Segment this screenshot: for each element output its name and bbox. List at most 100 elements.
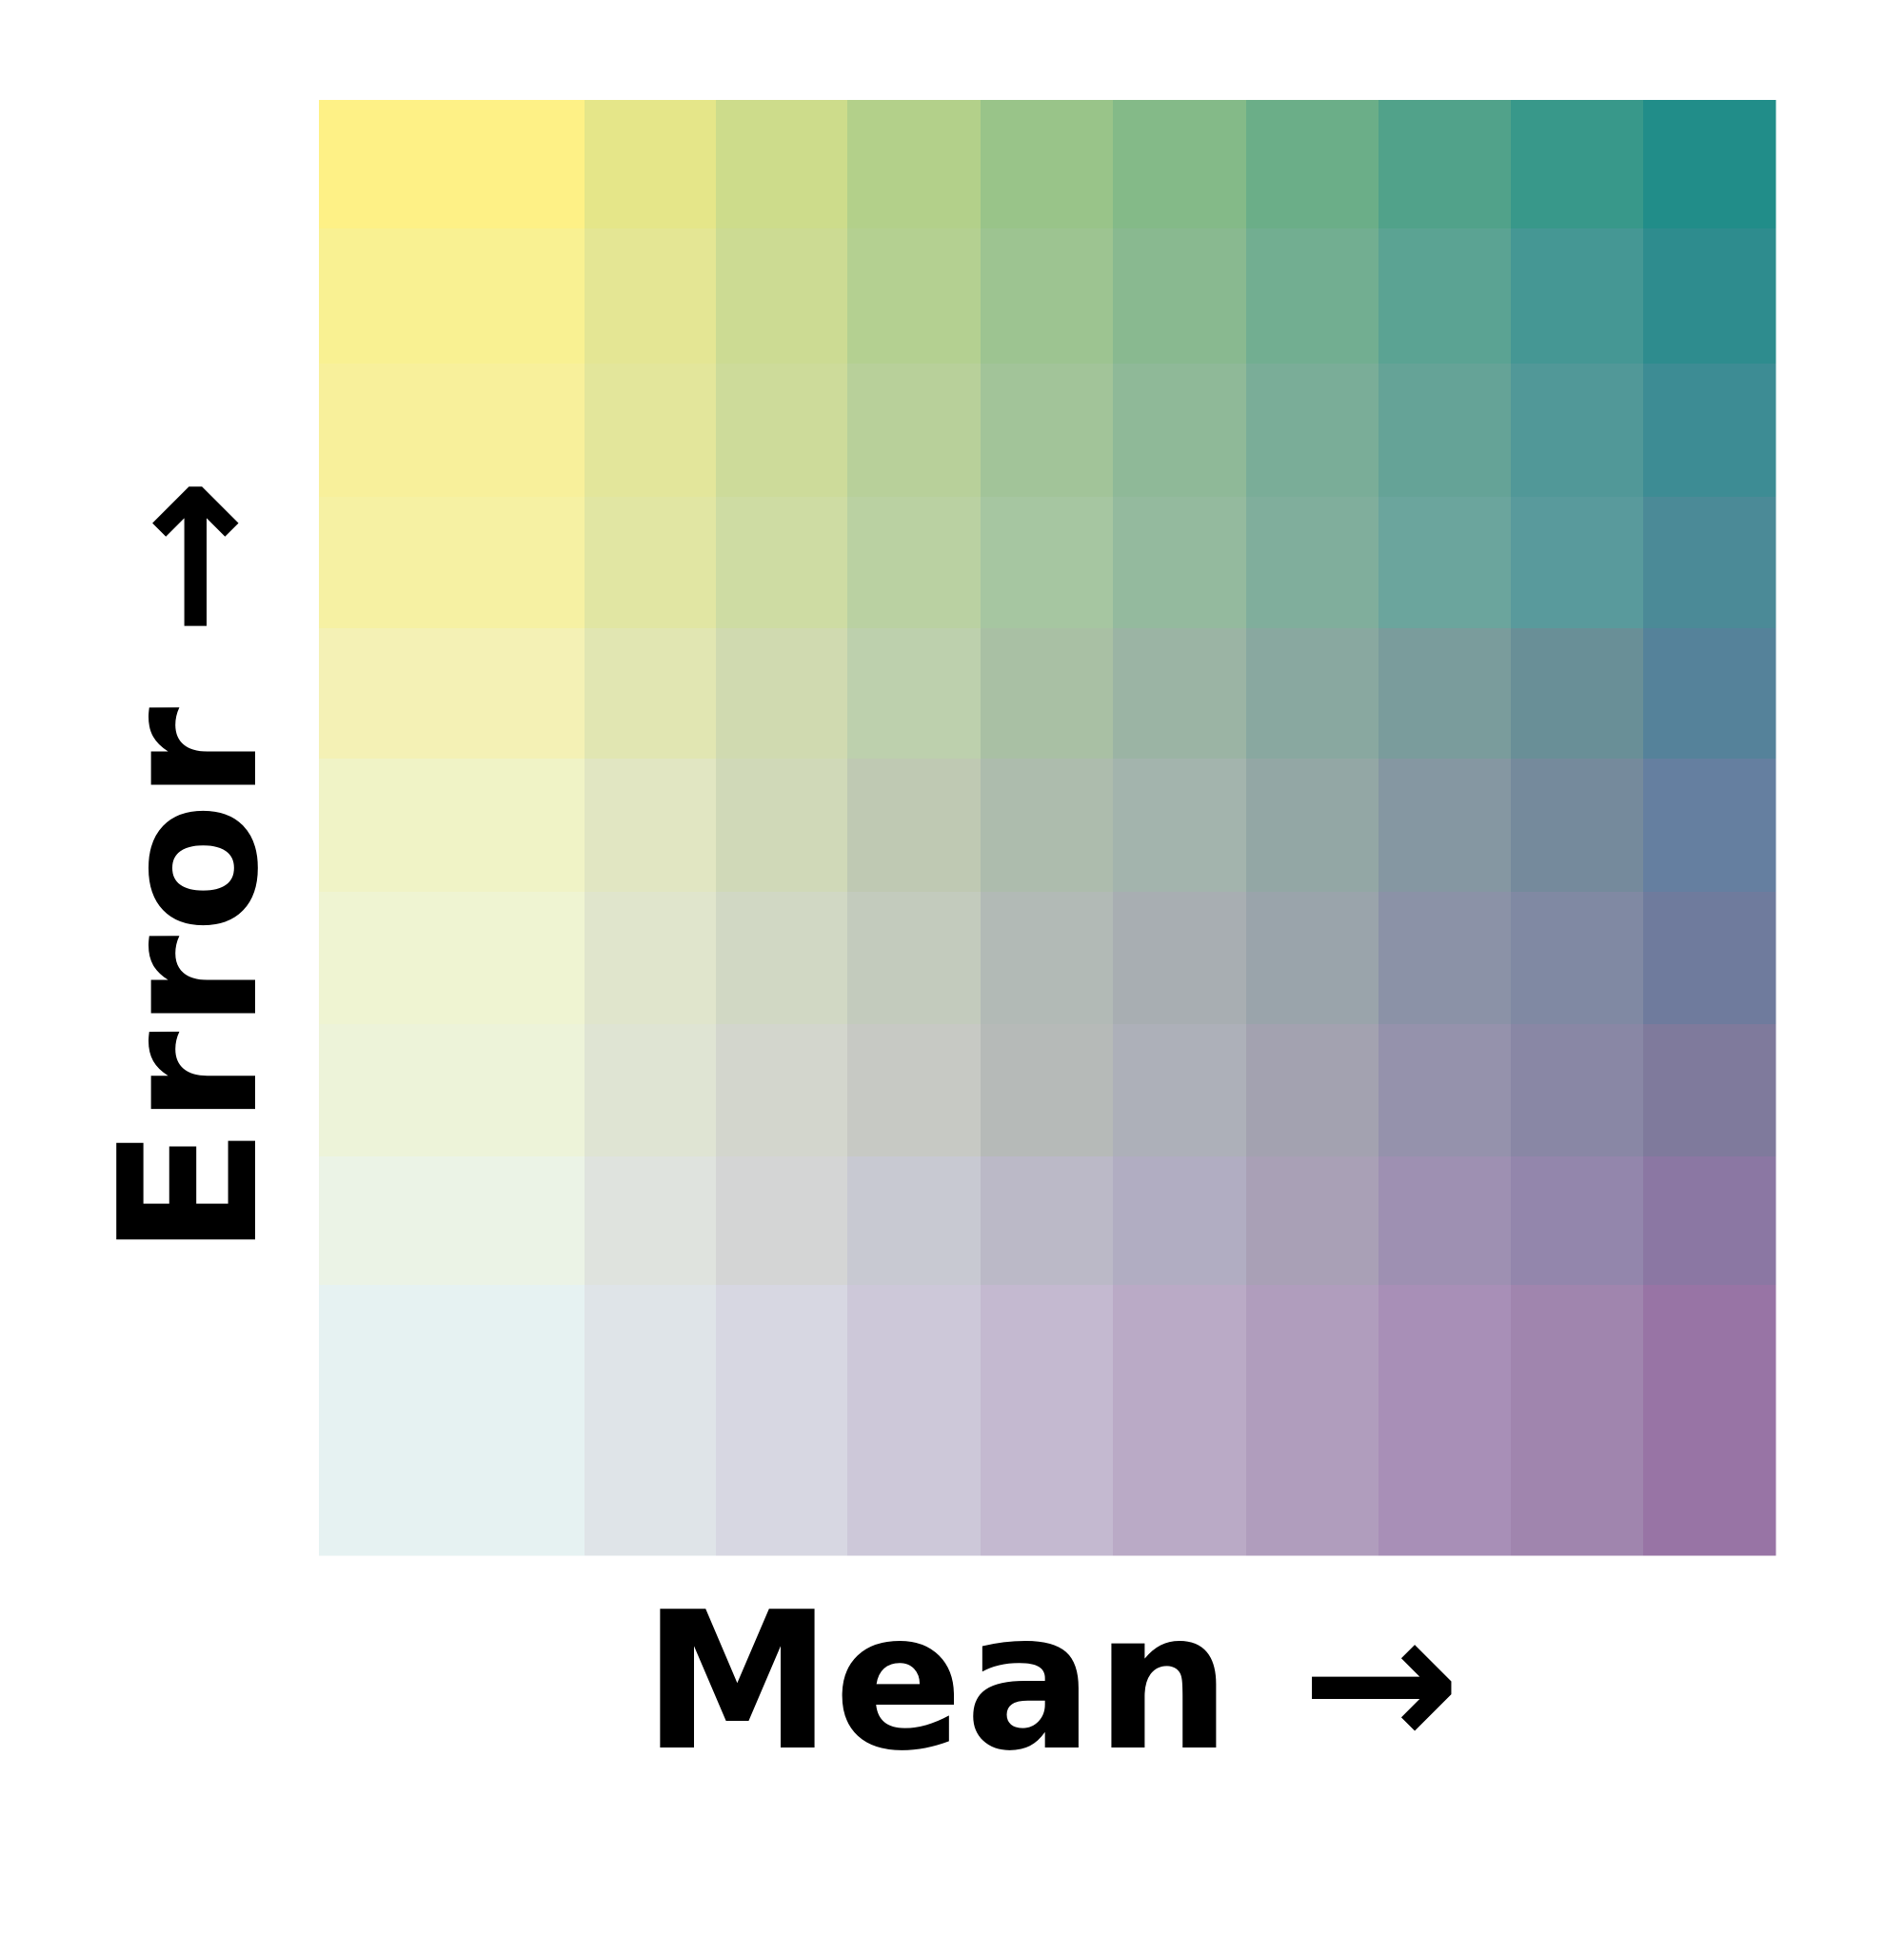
- legend-cell: [319, 364, 585, 498]
- legend-cell: [981, 1024, 1114, 1157]
- legend-cell: [1511, 1422, 1644, 1556]
- legend-cell: [585, 892, 717, 1025]
- legend-cell: [1246, 497, 1379, 629]
- legend-cell: [319, 1156, 585, 1286]
- legend-cell: [319, 497, 585, 629]
- legend-cell: [847, 497, 982, 629]
- legend-cell: [585, 364, 717, 498]
- legend-cell: [716, 1285, 848, 1423]
- legend-cell: [1511, 628, 1644, 760]
- legend-cell: [716, 1156, 848, 1286]
- legend-cell: [585, 228, 717, 365]
- legend-cell: [1378, 364, 1512, 498]
- legend-cell: [1511, 759, 1644, 893]
- legend-cell: [1246, 1422, 1379, 1556]
- legend-cell: [847, 759, 982, 893]
- legend-cell-grid: [319, 100, 1776, 1556]
- legend-cell: [1113, 100, 1247, 229]
- legend-cell: [585, 497, 717, 629]
- legend-cell: [1643, 228, 1776, 365]
- legend-cell: [1511, 228, 1644, 365]
- legend-cell: [319, 228, 585, 365]
- legend-cell: [1113, 1024, 1247, 1157]
- legend-cell: [716, 364, 848, 498]
- legend-cell: [981, 1285, 1114, 1423]
- legend-cell: [1511, 100, 1644, 229]
- legend-cell: [1511, 1024, 1644, 1157]
- legend-cell: [1643, 892, 1776, 1025]
- legend-cell: [1113, 759, 1247, 893]
- legend-cell: [847, 228, 982, 365]
- legend-cell: [716, 228, 848, 365]
- legend-cell: [585, 1285, 717, 1423]
- legend-cell: [716, 1422, 848, 1556]
- legend-cell: [1246, 628, 1379, 760]
- legend-cell: [1246, 1156, 1379, 1286]
- legend-cell: [847, 1024, 982, 1157]
- legend-cell: [319, 892, 585, 1025]
- legend-cell: [716, 497, 848, 629]
- legend-cell: [1246, 759, 1379, 893]
- legend-cell: [1246, 228, 1379, 365]
- legend-cell: [847, 1156, 982, 1286]
- legend-cell: [319, 100, 585, 229]
- legend-cell: [1378, 228, 1512, 365]
- legend-cell: [1246, 100, 1379, 229]
- legend-cell: [981, 1422, 1114, 1556]
- legend-cell: [1643, 759, 1776, 893]
- legend-cell: [1113, 628, 1247, 760]
- legend-cell: [1113, 892, 1247, 1025]
- legend-cell: [1643, 364, 1776, 498]
- legend-cell: [319, 1422, 585, 1556]
- legend-cell: [319, 1285, 585, 1423]
- legend-cell: [1511, 1285, 1644, 1423]
- legend-cell: [716, 892, 848, 1025]
- legend-cell: [585, 628, 717, 760]
- legend-cell: [1113, 228, 1247, 365]
- legend-cell: [716, 100, 848, 229]
- legend-cell: [319, 1024, 585, 1157]
- legend-cell: [1378, 759, 1512, 893]
- legend-cell: [585, 1156, 717, 1286]
- legend-cell: [847, 628, 982, 760]
- legend-cell: [981, 628, 1114, 760]
- legend-cell: [847, 364, 982, 498]
- legend-cell: [1246, 892, 1379, 1025]
- legend-cell: [847, 1422, 982, 1556]
- legend-cell: [981, 497, 1114, 629]
- legend-cell: [1643, 1156, 1776, 1286]
- legend-cell: [319, 628, 585, 760]
- legend-cell: [847, 1285, 982, 1423]
- legend-cell: [1511, 892, 1644, 1025]
- legend-cell: [981, 759, 1114, 893]
- legend-cell: [847, 100, 982, 229]
- legend-cell: [1378, 1422, 1512, 1556]
- legend-cell: [1643, 628, 1776, 760]
- legend-cell: [1113, 497, 1247, 629]
- legend-cell: [1378, 1156, 1512, 1286]
- legend-cell: [1113, 1422, 1247, 1556]
- legend-cell: [981, 892, 1114, 1025]
- legend-cell: [981, 364, 1114, 498]
- legend-cell: [1113, 1285, 1247, 1423]
- legend-cell: [585, 100, 717, 229]
- legend-cell: [1643, 1024, 1776, 1157]
- legend-cell: [1643, 100, 1776, 229]
- legend-cell: [319, 759, 585, 893]
- legend-cell: [1378, 1285, 1512, 1423]
- legend-cell: [1378, 497, 1512, 629]
- legend-cell: [1246, 1285, 1379, 1423]
- legend-cell: [981, 228, 1114, 365]
- legend-cell: [981, 100, 1114, 229]
- legend-cell: [1246, 1024, 1379, 1157]
- legend-cell: [1378, 100, 1512, 229]
- legend-cell: [585, 1422, 717, 1556]
- legend-cell: [847, 892, 982, 1025]
- legend-cell: [716, 759, 848, 893]
- legend-cell: [716, 1024, 848, 1157]
- legend-cell: [1643, 1422, 1776, 1556]
- legend-cell: [1511, 364, 1644, 498]
- legend-cell: [1511, 497, 1644, 629]
- legend-cell: [716, 628, 848, 760]
